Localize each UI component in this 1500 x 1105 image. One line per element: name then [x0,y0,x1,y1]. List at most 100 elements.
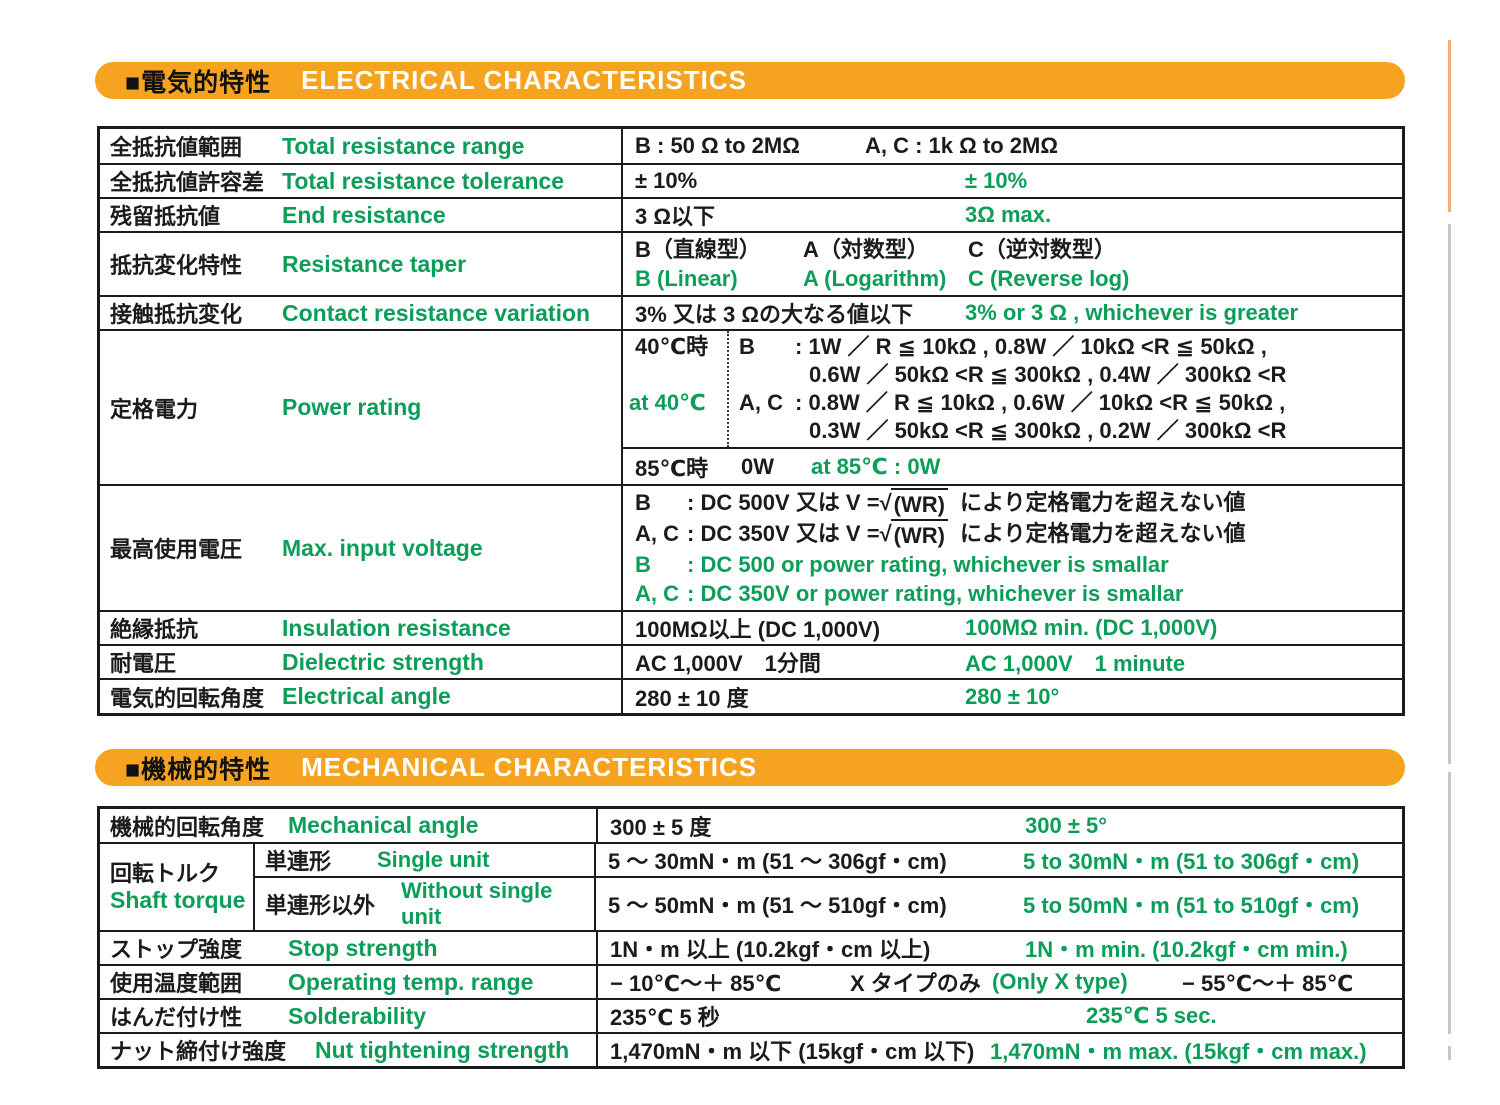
power-40c-en: at 40℃ [629,390,706,415]
row-shaft-torque: 回転トルク Shaft torque 単連形 Single unit 5 ～ 3… [100,842,1402,930]
page-edge-line-gray [1448,224,1451,764]
power-ac-line1: : 0.8W ／ R ≦ 10kΩ , 0.6W ／ 10kΩ <R ≦ 50k… [795,390,1286,415]
label-jp: 電気的回転角度 [110,685,265,711]
mechanical-title-jp: ■機械的特性 [125,755,272,784]
sublabel-jp: 単連形以外 [265,893,376,918]
label-en: Insulation resistance [282,614,511,641]
value-black: 5 ～ 50mN・m (51 ～ 510gf・cm) [608,893,947,918]
value-black: AC 1,000V 1分間 [635,651,821,676]
label-en: Shaft torque [110,887,246,913]
label-en: Resistance taper [282,250,467,277]
label-en: Dielectric strength [282,648,484,675]
label-en: Power rating [282,394,422,420]
value-green: 3% or 3 Ω , whichever is greater [965,300,1299,325]
row-shaft-torque-single: 単連形 Single unit 5 ～ 30mN・m (51 ～ 306gf・c… [255,844,1402,876]
value-green: 5 to 50mN・m (51 to 510gf・cm) [1023,893,1360,918]
label-en: Electrical angle [282,683,451,709]
label-en: Max. input voltage [282,534,483,561]
label-jp: 耐電圧 [110,651,177,676]
value-black: 1,470mN・m 以下 (15kgf・cm 以下) [610,1039,975,1064]
value-black: 235℃ 5 秒 [610,1005,720,1030]
value-green: 235℃ 5 sec. [1086,1003,1217,1028]
value-black: B : 50 Ω to 2MΩ [635,133,800,158]
power-b-line2: 0.6W ／ 50kΩ <R ≦ 300kΩ , 0.4W ／ 300kΩ <R [809,362,1287,387]
value-black: 280 ± 10 度 [635,685,749,711]
value-green: 3Ω max. [965,202,1052,227]
label-jp: 定格電力 [110,396,199,422]
power-85c-jp: 85℃時 [635,455,709,481]
label-en: End resistance [282,201,446,228]
label-jp: 回転トルク [110,861,221,886]
label-jp: 使用温度範囲 [110,971,243,996]
taper-line-en: B (Linear) A (Logarithm) C (Reverse log) [635,266,1130,291]
page-edge-line-gray [1448,772,1451,1034]
value-black: − 10℃～＋ 85℃ [610,971,782,996]
row-total-resistance-tolerance: 全抵抗値許容差 Total resistance tolerance ± 10%… [100,163,1402,197]
electrical-title-en: ELECTRICAL CHARACTERISTICS [301,65,747,95]
row-electrical-angle: 電気的回転角度 Electrical angle 280 ± 10 度 280 … [100,678,1402,713]
value-black: 100MΩ以上 (DC 1,000V) [635,617,881,642]
page-edge-line-orange [1448,40,1451,212]
sqrt-wr: (WR) [890,488,948,519]
label-en: Mechanical angle [288,812,479,838]
row-power-rating: 定格電力 Power rating 40℃時 at 40℃ B : 1W ／ R… [100,329,1402,484]
label-jp: 抵抗変化特性 [110,253,243,278]
label-en: Operating temp. range [288,968,534,995]
power-b-label: B [739,334,755,359]
label-en: Total resistance range [282,132,525,159]
row-mechanical-angle: 機械的回転角度 Mechanical angle 300 ± 5 度 300 ±… [100,809,1402,842]
electrical-table: 全抵抗値範囲 Total resistance range B : 50 Ω t… [97,126,1405,716]
label-jp: 接触抵抗変化 [110,302,243,327]
page-edge-line-gray [1448,1046,1451,1060]
label-jp: 残留抵抗値 [110,204,221,229]
label-jp: 機械的回転角度 [110,814,265,840]
value-black: 3% 又は 3 Ωの大なる値以下 [635,302,914,327]
label-en: Stop strength [288,934,438,961]
label-en: Nut tightening strength [315,1036,570,1063]
power-85c-block: 85℃時 0W at 85℃ : 0W [623,449,1402,484]
label-en: Contact resistance variation [282,299,591,326]
value-black: 5 ～ 30mN・m (51 ～ 306gf・cm) [608,849,947,874]
row-resistance-taper: 抵抗変化特性 Resistance taper B（直線型） A（対数型） C（… [100,231,1402,295]
value-green: AC 1,000V 1 minute [965,651,1186,676]
row-end-resistance: 残留抵抗値 End resistance 3 Ω以下 3Ω max. [100,197,1402,231]
row-insulation-resistance: 絶縁抵抗 Insulation resistance 100MΩ以上 (DC 1… [100,610,1402,644]
row-solderability: はんだ付け性 Solderability 235℃ 5 秒 235℃ 5 sec… [100,998,1402,1032]
electrical-title-jp: ■電気的特性 [125,68,272,97]
value-green: (Only X type) [992,969,1128,994]
label-jp: ナット締付け強度 [110,1039,287,1064]
mechanical-title-en: MECHANICAL CHARACTERISTICS [301,752,758,782]
mechanical-table: 機械的回転角度 Mechanical angle 300 ± 5 度 300 ±… [97,806,1405,1069]
taper-line-jp: B（直線型） A（対数型） C（逆対数型） [635,237,1116,262]
power-85c-en: at 85℃ : 0W [811,453,941,479]
value-black: 1N・m 以上 (10.2kgf・cm 以上) [610,937,931,962]
value-black: ± 10% [635,168,698,193]
value-black: X タイプのみ [850,971,981,996]
value-green: 300 ± 5° [1025,812,1108,838]
value-green: 280 ± 10° [965,683,1060,709]
power-ac-line2: 0.3W ／ 50kΩ <R ≦ 300kΩ , 0.2W ／ 300kΩ <R [809,418,1287,443]
power-40c-block: 40℃時 at 40℃ B : 1W ／ R ≦ 10kΩ , 0.8W ／ 1… [623,331,1402,449]
label-jp: はんだ付け性 [110,1005,243,1030]
value-green: 1,470mN・m max. (15kgf・cm max.) [990,1039,1367,1064]
row-nut-tightening-strength: ナット締付け強度 Nut tightening strength 1,470mN… [100,1032,1402,1066]
sqrt-wr: (WR) [890,519,948,550]
mechanical-section-header: ■機械的特性 MECHANICAL CHARACTERISTICS [95,749,1405,786]
value-black: 300 ± 5 度 [610,814,712,840]
row-contact-resistance-variation: 接触抵抗変化 Contact resistance variation 3% 又… [100,295,1402,329]
sublabel-en: Single unit [377,847,490,872]
power-40c-jp: 40℃時 [635,334,709,359]
label-jp: 全抵抗値範囲 [110,135,243,160]
value-black: − 55℃～＋ 85℃ [1182,971,1354,996]
value-green: ± 10% [965,168,1028,193]
power-b-line1: : 1W ／ R ≦ 10kΩ , 0.8W ／ 10kΩ <R ≦ 50kΩ … [795,334,1267,359]
value-green: 100MΩ min. (DC 1,000V) [965,615,1218,640]
label-en: Solderability [288,1002,427,1029]
label-jp: 最高使用電圧 [110,537,243,562]
power-85c-value: 0W [741,453,774,479]
sublabel-jp: 単連形 [265,849,332,874]
value-green: 1N・m min. (10.2kgf・cm min.) [1025,937,1348,962]
value-black: A, C : 1k Ω to 2MΩ [865,133,1058,158]
row-dielectric-strength: 耐電圧 Dielectric strength AC 1,000V 1分間 AC… [100,644,1402,678]
